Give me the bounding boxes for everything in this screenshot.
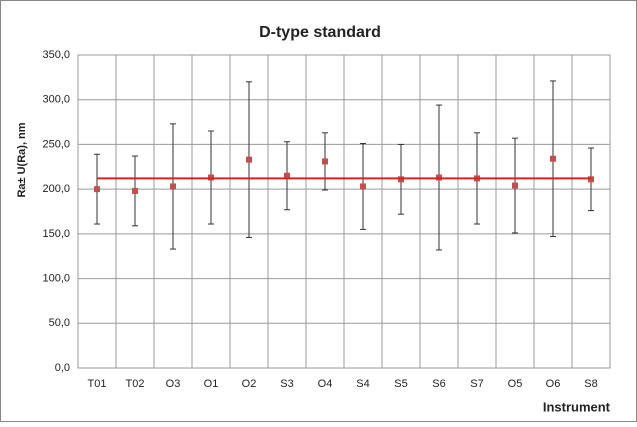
x-tick-label: O5 [508,378,523,390]
marker [132,187,138,194]
x-tick-label: O6 [546,378,561,390]
x-tick-label: S3 [280,378,293,390]
x-tick-label: S7 [470,378,483,390]
marker [512,182,518,189]
y-tick-label: 0,0 [55,362,70,374]
x-tick-label: O3 [166,378,181,390]
y-tick-label: 250,0 [42,138,70,150]
marker [170,183,176,190]
x-tick-label: S4 [356,378,369,390]
marker [284,172,290,179]
x-axis-label: Instrument [543,399,611,414]
y-tick-label: 100,0 [42,272,70,284]
x-tick-label: O2 [242,378,257,390]
chart-title: D-type standard [259,24,381,41]
x-tick-label: T01 [88,378,107,390]
x-tick-label: O1 [204,378,219,390]
marker [246,156,252,163]
marker [94,186,100,193]
y-axis-label: Ra± U(Ra), nm [16,122,28,197]
y-tick-label: 200,0 [42,183,70,195]
x-tick-label: O4 [318,378,333,390]
x-tick-label: S6 [432,378,445,390]
y-tick-label: 50,0 [49,317,70,329]
marker [360,183,366,190]
x-tick-label: S5 [394,378,407,390]
marker [550,155,556,162]
y-tick-label: 300,0 [42,94,70,106]
x-tick-label: S8 [584,378,597,390]
x-tick-label: T02 [126,378,145,390]
y-tick-label: 350,0 [42,49,70,61]
y-tick-label: 150,0 [42,228,70,240]
marker [322,158,328,165]
